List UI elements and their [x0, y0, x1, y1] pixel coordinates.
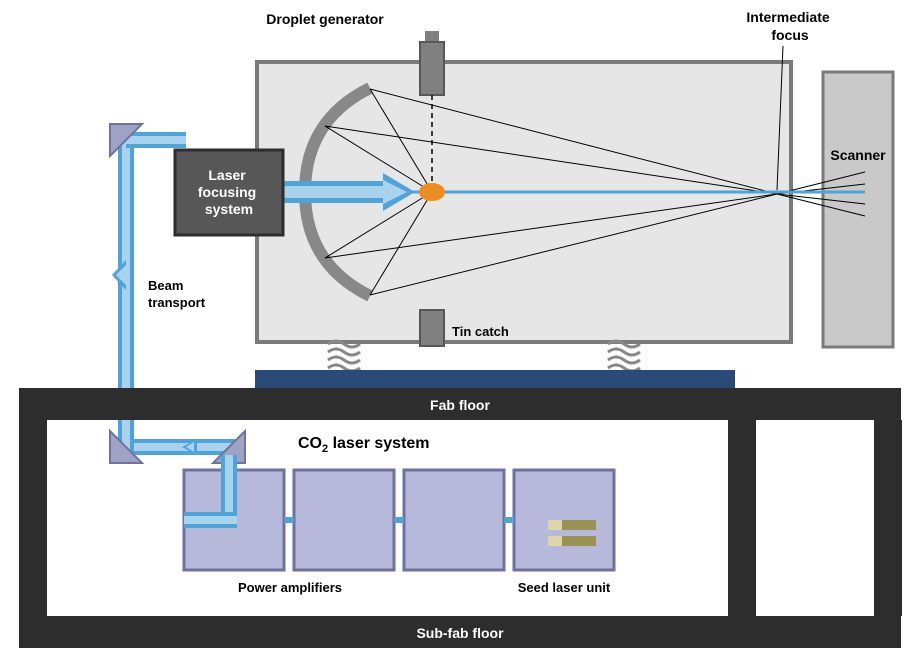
seed-laser-unit	[514, 470, 614, 570]
support-table	[255, 370, 735, 388]
co2-system-title: CO2 laser system	[298, 435, 430, 455]
beam-transport-label: Beam transport	[148, 278, 206, 310]
seed-laser-label: Seed laser unit	[518, 580, 611, 595]
power-amplifier-2	[294, 470, 394, 570]
sub-fab-floor-label: Sub-fab floor	[416, 625, 504, 641]
power-amplifiers-label: Power amplifiers	[238, 580, 342, 595]
pillar-left	[19, 420, 47, 616]
fab-floor-label: Fab floor	[430, 397, 490, 413]
spring-right	[608, 341, 640, 371]
tin-plasma	[419, 183, 445, 201]
droplet-generator	[420, 42, 444, 95]
pillar-mid	[728, 420, 756, 616]
scanner-label: Scanner	[830, 147, 886, 163]
power-amplifier-3	[404, 470, 504, 570]
pillar-right	[874, 420, 902, 616]
droplet-generator-label: Droplet generator	[266, 11, 384, 27]
scanner-box	[823, 72, 893, 347]
tin-catch-label: Tin catch	[452, 324, 509, 339]
tin-catch	[420, 310, 444, 346]
spring-left	[328, 341, 360, 371]
euv-source-diagram: Scanner	[0, 0, 920, 660]
intermediate-focus-label: Intermediate focus	[746, 9, 833, 43]
